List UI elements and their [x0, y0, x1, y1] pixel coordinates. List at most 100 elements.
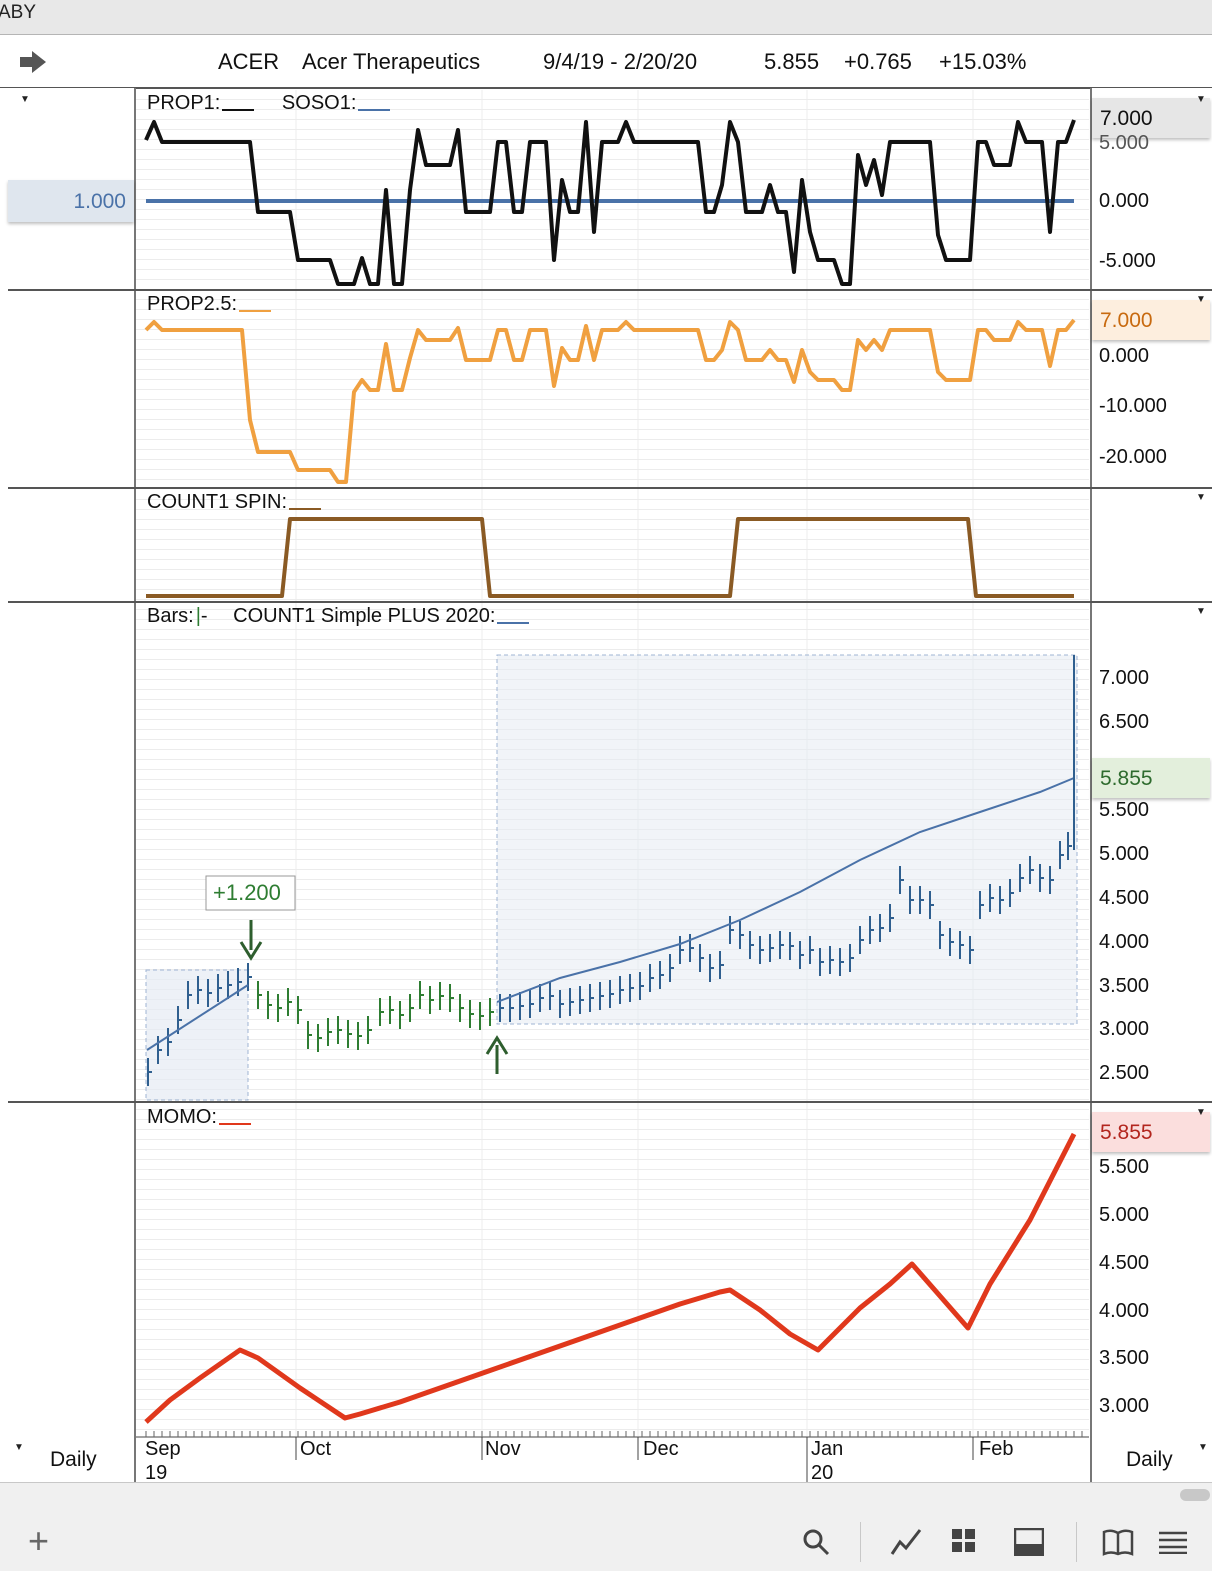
annotation-box[interactable] [205, 875, 296, 911]
momo-label: MOMO: [147, 1106, 217, 1128]
symbol[interactable]: ACER [218, 49, 280, 74]
last-price: 5.855 [764, 49, 820, 74]
plus-icon[interactable]: + [28, 1520, 50, 1561]
bars-swatch: | [195, 605, 201, 627]
p2-tick-neg20: -20.000 [1099, 446, 1167, 468]
p5-tick-4-5: 4.500 [1099, 1252, 1150, 1274]
p4-tick-3: 3.000 [1099, 1018, 1150, 1040]
window-title: ABY [0, 2, 37, 23]
p4-tick-5-5: 5.500 [1099, 799, 1150, 821]
arrow-down-icon [239, 920, 263, 961]
book-icon[interactable] [1102, 1528, 1134, 1556]
p1-tick-5: 5.000 [1099, 132, 1150, 154]
price-change: +0.765 [844, 49, 912, 74]
left-value-text: 1.000 [73, 190, 126, 213]
price-value-box: 5.855 [1092, 758, 1210, 798]
x-axis-minor-ticks [145, 1431, 1083, 1437]
selection-box-nov-feb[interactable] [496, 654, 1078, 1025]
x-label-dec: Dec [643, 1438, 679, 1460]
prop2-5-value: 7.000 [1100, 309, 1153, 332]
x-label-feb: Feb [979, 1438, 1014, 1460]
chevron-down-icon[interactable]: ▼ [1196, 606, 1206, 617]
prop1-value-box: 7.000 [1092, 98, 1210, 138]
panel-divider-1[interactable] [8, 289, 1212, 291]
price-change-pct: +15.03% [939, 49, 1027, 74]
p4-tick-2-5: 2.500 [1099, 1062, 1150, 1084]
arrow-right-icon[interactable] [18, 49, 48, 75]
p4-tick-4: 4.000 [1099, 931, 1150, 953]
x-label-nov: Nov [485, 1438, 521, 1460]
chevron-down-icon[interactable]: ▼ [1196, 294, 1206, 305]
panel1-legend: PROP1: SOSO1: [147, 92, 391, 115]
periodicity-right[interactable]: Daily [1126, 1448, 1173, 1471]
panel-icon[interactable] [1014, 1528, 1044, 1556]
chevron-down-icon[interactable]: ▼ [1196, 94, 1206, 105]
p5-tick-5-5: 5.500 [1099, 1156, 1150, 1178]
p1-tick-neg5: -5.000 [1099, 250, 1156, 272]
search-icon[interactable] [802, 1528, 830, 1556]
chart-line-icon[interactable] [890, 1526, 922, 1558]
bars-suffix: - [200, 605, 208, 627]
left-scale-column [0, 88, 136, 1482]
p4-tick-5: 5.000 [1099, 843, 1150, 865]
prop2-5-line [144, 318, 1076, 484]
p2-tick-0: 0.000 [1099, 345, 1150, 367]
chevron-down-icon[interactable]: ▼ [14, 1442, 24, 1453]
p5-tick-4: 4.000 [1099, 1300, 1150, 1322]
p5-tick-5: 5.000 [1099, 1204, 1150, 1226]
chevron-down-icon[interactable]: ▼ [1196, 1107, 1206, 1118]
p4-tick-4-5: 4.500 [1099, 887, 1150, 909]
x-label-sep: Sep [145, 1438, 181, 1460]
prop1-value: 7.000 [1100, 107, 1153, 130]
panel-divider-2[interactable] [8, 487, 1212, 489]
x-label-year-20: 20 [811, 1462, 834, 1484]
count1-simple-swatch [497, 621, 530, 624]
count1-spin-line [146, 517, 1074, 598]
p4-tick-6-5: 6.500 [1099, 711, 1150, 733]
panel-divider-4[interactable] [8, 1101, 1212, 1103]
panel5-legend: MOMO: [147, 1106, 251, 1129]
price-value: 5.855 [1100, 767, 1153, 790]
company-name: Acer Therapeutics [302, 49, 481, 74]
toolbar-divider [860, 1522, 861, 1562]
periodicity-left[interactable]: Daily [50, 1448, 97, 1471]
p1-tick-0: 0.000 [1099, 190, 1150, 212]
soso1-swatch [358, 108, 391, 111]
chevron-down-icon[interactable]: ▼ [20, 94, 30, 105]
panel-divider-3[interactable] [8, 601, 1212, 603]
momo-value: 5.855 [1100, 1121, 1153, 1144]
prop1-swatch [222, 108, 255, 111]
prop2-5-value-box: 7.000 [1092, 300, 1210, 340]
grid-icon[interactable] [951, 1528, 977, 1554]
momo-swatch [219, 1122, 251, 1125]
p4-tick-7: 7.000 [1099, 667, 1150, 689]
momo-line [144, 1132, 1077, 1424]
soso1-label: SOSO1: [281, 92, 357, 114]
x-label-year-19: 19 [145, 1462, 168, 1484]
scrollbar-handle[interactable] [1180, 1489, 1210, 1501]
chevron-down-icon[interactable]: ▼ [1196, 492, 1206, 503]
p5-tick-3: 3.000 [1099, 1395, 1150, 1417]
p4-tick-3-5: 3.500 [1099, 975, 1150, 997]
bars-label: Bars: [147, 605, 194, 627]
chevron-down-icon[interactable]: ▼ [1198, 1442, 1208, 1453]
regression-line-nov [496, 777, 1075, 1003]
list-icon[interactable] [1158, 1530, 1188, 1554]
bottom-toolbar [0, 1482, 1212, 1571]
count1-spin-label: COUNT1 SPIN: [147, 491, 288, 513]
panel2-legend: PROP2.5: [147, 293, 272, 316]
annotation-text: +1.200 [213, 880, 281, 905]
x-label-oct: Oct [300, 1438, 332, 1460]
count1-simple-label: COUNT1 Simple PLUS 2020: [233, 605, 496, 627]
left-value-box: 1.000 [8, 180, 134, 222]
arrow-up-icon [485, 1035, 509, 1074]
prop2-5-swatch [239, 309, 272, 312]
momo-value-box: 5.855 [1092, 1112, 1210, 1152]
toolbar-divider [1076, 1522, 1077, 1562]
panel3-legend: COUNT1 SPIN: [147, 491, 322, 514]
x-label-jan: Jan [811, 1438, 844, 1460]
chart-header: ACER Acer Therapeutics 9/4/19 - 2/20/20 … [0, 35, 1212, 89]
p5-tick-3-5: 3.500 [1099, 1347, 1150, 1369]
count1-spin-swatch [289, 507, 322, 510]
